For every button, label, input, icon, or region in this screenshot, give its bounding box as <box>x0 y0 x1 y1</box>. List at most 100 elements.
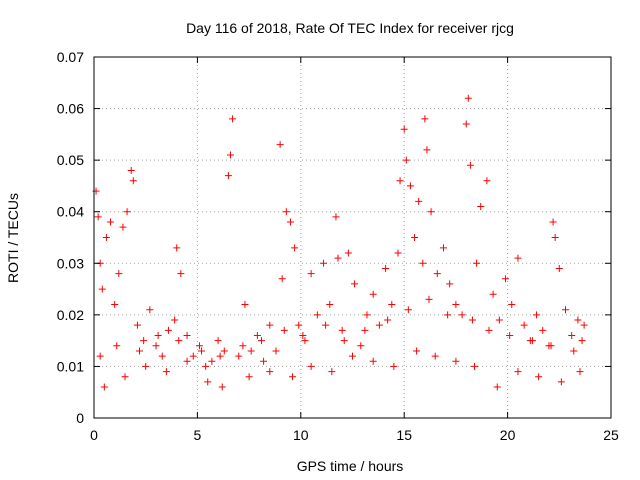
data-point <box>102 234 110 241</box>
data-point <box>539 326 547 334</box>
data-point <box>471 362 479 370</box>
y-tick-label: 0 <box>76 410 84 426</box>
data-point <box>357 342 365 350</box>
data-point <box>468 316 476 324</box>
data-point <box>528 337 536 345</box>
data-point <box>520 321 528 329</box>
data-point <box>239 342 247 350</box>
data-point <box>241 301 249 309</box>
data-point <box>535 373 543 381</box>
data-point <box>562 306 570 314</box>
data-point <box>384 316 392 324</box>
data-point <box>216 352 224 360</box>
data-point <box>94 213 102 221</box>
data-point <box>208 357 216 365</box>
data-point <box>394 249 402 257</box>
data-point <box>427 208 435 216</box>
data-point <box>98 285 106 293</box>
data-point <box>568 331 576 339</box>
data-point <box>578 337 586 345</box>
data-point <box>115 270 123 278</box>
data-point <box>280 326 288 334</box>
data-point <box>444 311 452 319</box>
data-point <box>493 383 501 391</box>
data-point <box>506 331 514 339</box>
data-point <box>349 352 356 360</box>
data-point <box>549 218 557 226</box>
data-point <box>555 264 563 272</box>
data-point <box>489 290 497 298</box>
data-point <box>299 331 307 339</box>
data-point <box>189 352 197 360</box>
data-point <box>307 270 315 278</box>
x-tick-label: 25 <box>603 427 619 443</box>
data-point <box>340 337 348 345</box>
data-point <box>142 362 150 370</box>
data-point <box>452 301 460 309</box>
data-point <box>466 161 474 169</box>
y-tick-label: 0.04 <box>57 204 84 220</box>
data-point <box>369 290 377 298</box>
data-point <box>107 218 115 226</box>
data-point <box>289 373 297 381</box>
chart-title: Day 116 of 2018, Rate Of TEC Index for r… <box>186 20 514 36</box>
data-point <box>402 156 410 164</box>
data-point <box>100 383 108 391</box>
data-point <box>423 146 431 154</box>
data-point <box>462 120 470 128</box>
data-point <box>247 347 255 355</box>
data-point <box>218 383 226 391</box>
data-point <box>152 342 160 350</box>
data-point <box>485 326 493 334</box>
axis-ticks: 0 0.01 0.02 0.03 0.04 0.05 0.06 0.07 0 5 10 15 20 25 <box>57 49 619 443</box>
data-point <box>396 177 404 185</box>
data-point <box>502 275 510 283</box>
data-point <box>574 316 582 324</box>
data-point <box>119 223 127 231</box>
data-point <box>551 234 559 241</box>
data-point <box>276 141 284 149</box>
y-tick-label: 0.03 <box>57 255 84 271</box>
data-point <box>291 244 299 252</box>
data-point <box>154 331 162 339</box>
data-point <box>464 94 472 102</box>
data-point <box>266 368 274 376</box>
data-point <box>334 254 342 262</box>
data-point <box>313 311 321 319</box>
y-tick-label: 0.01 <box>57 358 84 374</box>
data-point <box>195 342 203 350</box>
x-axis-label: GPS time / hours <box>297 458 404 474</box>
data-point <box>224 172 232 180</box>
y-axis-label: ROTI / TECUs <box>5 193 21 283</box>
data-point <box>570 347 578 355</box>
data-point <box>266 321 274 329</box>
data-point <box>326 301 334 309</box>
data-point <box>413 347 421 355</box>
data-point <box>183 357 191 365</box>
data-point <box>96 352 104 360</box>
x-tick-label: 0 <box>90 427 98 443</box>
data-point <box>425 295 433 303</box>
data-point <box>113 342 121 350</box>
data-point <box>363 311 371 319</box>
data-point <box>253 331 261 339</box>
data-point <box>446 280 454 288</box>
data-point <box>382 264 390 272</box>
data-point <box>140 337 148 345</box>
data-point <box>388 301 396 309</box>
data-point <box>301 337 309 345</box>
data-point <box>162 368 170 376</box>
data-point <box>400 125 408 133</box>
data-point <box>514 368 522 376</box>
data-point <box>307 362 315 370</box>
data-point <box>452 357 460 365</box>
x-tick-label: 20 <box>500 427 516 443</box>
data-point <box>171 316 179 324</box>
data-point <box>514 254 522 262</box>
data-point <box>260 357 268 365</box>
data-point <box>351 280 359 288</box>
data-point <box>338 326 346 334</box>
data-point <box>533 311 541 319</box>
data-point <box>328 368 336 376</box>
